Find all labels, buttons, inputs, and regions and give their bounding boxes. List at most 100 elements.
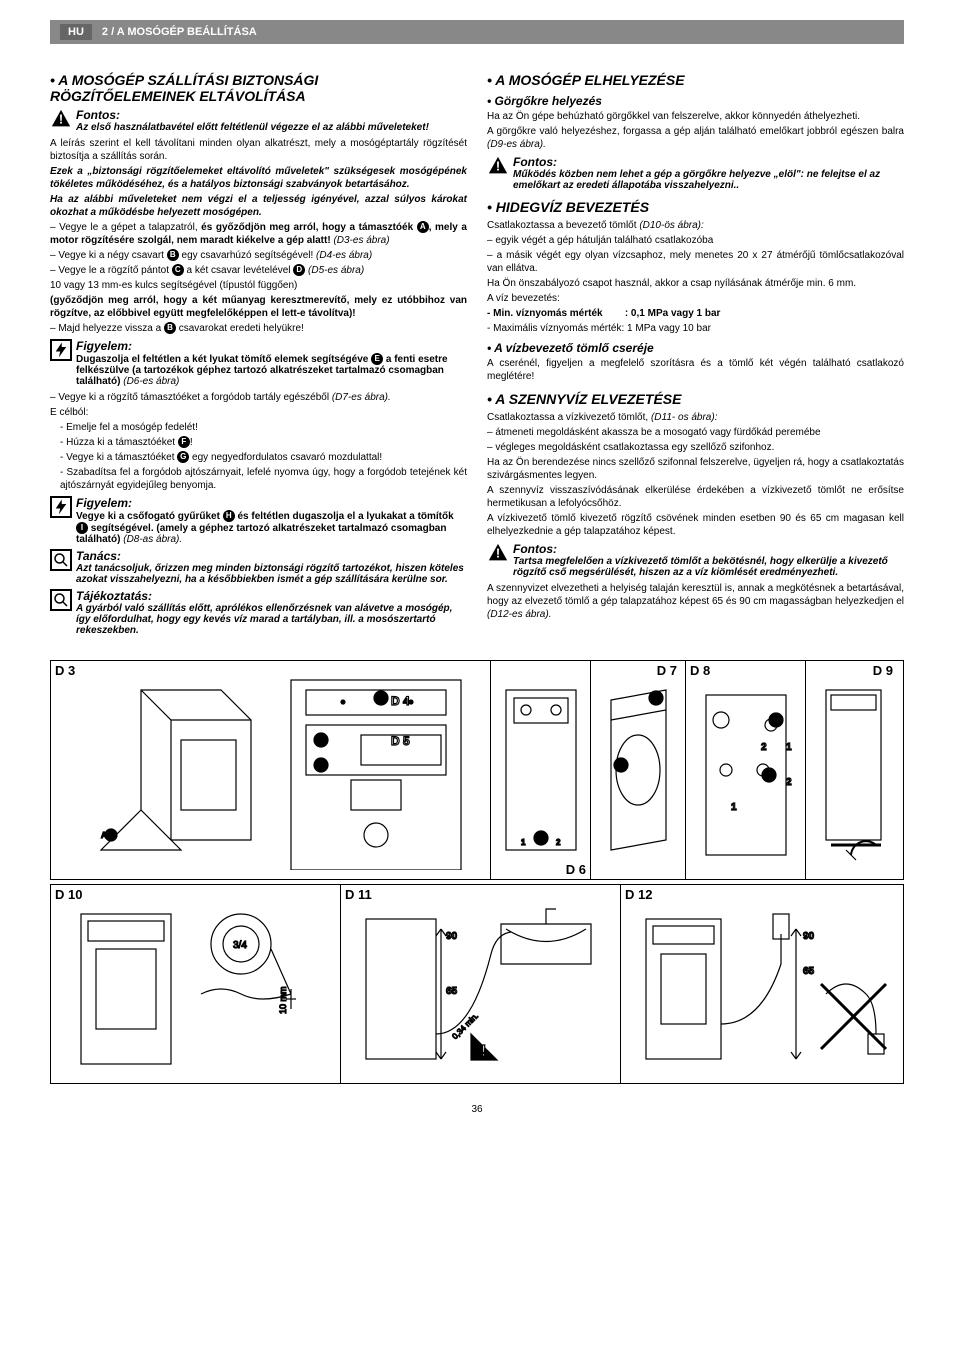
- s3-li1: – egyik végét a gép hátulján található c…: [487, 234, 904, 247]
- p3: Ha az alábbi műveleteket nem végzi el a …: [50, 193, 467, 219]
- letter-i: I: [76, 522, 88, 534]
- fontos-body: Az első használatbavétel előtt feltétlen…: [76, 122, 429, 133]
- svg-text:2: 2: [786, 777, 792, 788]
- diagram-d6: 1 2 E D 6: [491, 661, 591, 879]
- d7-label: D 7: [657, 663, 677, 678]
- header-title: 2 / A MOSÓGÉP BEÁLLÍTÁSA: [102, 26, 257, 38]
- section4-title: • A SZENNYVÍZ ELVEZETÉSE: [487, 391, 904, 407]
- fontos3-label: Fontos:: [513, 542, 557, 556]
- svg-text:!: !: [59, 112, 63, 127]
- svg-text:G: G: [617, 761, 623, 770]
- callout-fontos-2: ! Fontos: Működés közben nem lehet a gép…: [487, 155, 904, 191]
- fontos2-label: Fontos:: [513, 155, 557, 169]
- right-column: • A MOSÓGÉP ELHELYEZÉSE • Görgőkre helye…: [487, 64, 904, 640]
- s3-p2: Ha Ön önszabályozó csapot használ, akkor…: [487, 277, 904, 290]
- li2: – Vegye ki a négy csavart B egy csavarhú…: [50, 249, 467, 262]
- d6-label: D 6: [566, 862, 586, 877]
- svg-text:D: D: [318, 761, 324, 770]
- s4-p2: Ha az Ön berendezése nincs szellőző szif…: [487, 456, 904, 482]
- s3-p3: A víz bevezetés:: [487, 292, 904, 305]
- section2-title: • A MOSÓGÉP ELHELYEZÉSE: [487, 72, 904, 88]
- sub2-title: • A vízbevezető tömlő cseréje: [487, 341, 904, 355]
- d8-label: D 8: [690, 663, 710, 678]
- svg-text:1: 1: [731, 802, 737, 813]
- d10-label: D 10: [55, 887, 82, 902]
- d3-svg: A B C D D 4: [61, 670, 481, 870]
- s3-min: - Min. víznyomás mérték : 0,1 MPa vagy 1…: [487, 307, 904, 320]
- letter-d: D: [293, 264, 305, 276]
- callout-tajek: Tájékoztatás: A gyárból való szállítás e…: [50, 589, 467, 636]
- letter-g: G: [177, 451, 189, 463]
- letter-b: B: [167, 249, 179, 261]
- diagram-d8: D 8 H I 2 1 2 1: [686, 661, 806, 879]
- diagram-d7: D 7 F G: [591, 661, 686, 879]
- columns: • A MOSÓGÉP SZÁLLÍTÁSI BIZTONSÁGI RÖGZÍT…: [50, 64, 904, 640]
- svg-text:B: B: [378, 694, 384, 703]
- letter-c: C: [172, 264, 184, 276]
- svg-text:D 5: D 5: [391, 734, 410, 748]
- figyelem1-label: Figyelem:: [76, 339, 132, 353]
- svg-text:2: 2: [761, 742, 767, 753]
- d10-svg: 3/4 10 mm: [61, 894, 331, 1074]
- s3-max: - Maximális víznyomás mérték: 1 MPa vagy…: [487, 322, 904, 335]
- letter-e: E: [371, 353, 383, 365]
- s4-p5: A szennyvizet elvezetheti a helyiség tal…: [487, 582, 904, 621]
- svg-text:D 4: D 4: [391, 694, 410, 708]
- svg-text:2: 2: [556, 838, 561, 847]
- warning-icon: !: [50, 108, 72, 130]
- svg-text:A: A: [101, 831, 107, 840]
- svg-text:E: E: [538, 834, 544, 843]
- diagram-row-2: D 10 3/4 10 mm D 11: [50, 884, 904, 1084]
- li4: – Majd helyezze vissza a B csavarokat er…: [50, 322, 467, 335]
- magnifier-icon-2: [50, 589, 72, 611]
- sub-c: - Vegye ki a támasztóéket G egy negyedfo…: [50, 451, 467, 464]
- li1: – Vegye le a gépet a talapzatról, és győ…: [50, 221, 467, 247]
- letter-h: H: [223, 510, 235, 522]
- tajek-body: A gyárból való szállítás előtt, apróléko…: [76, 603, 452, 636]
- diagram-row-1: D 3 A B: [50, 660, 904, 880]
- d11-svg: 90 65 ! 0,34 min.: [351, 894, 611, 1074]
- d9-svg: [811, 670, 896, 870]
- callout-fontos-1: ! Fontos: Az első használatbavétel előtt…: [50, 108, 467, 133]
- d11-label: D 11: [345, 887, 372, 902]
- lang-badge: HU: [60, 24, 92, 40]
- p2: Ezek a „biztonsági rögzítőelemeket eltáv…: [50, 165, 467, 191]
- svg-text:3/4: 3/4: [233, 940, 247, 951]
- section3-title: • HIDEGVÍZ BEVEZETÉS: [487, 199, 904, 215]
- s4-p4: A vízkivezető tömlő kivezető rögzítő csö…: [487, 512, 904, 538]
- tajek-label: Tájékoztatás:: [76, 589, 152, 603]
- d12-svg: 90 65: [631, 894, 891, 1074]
- diagram-d9: D 9: [806, 661, 901, 879]
- svg-text:90: 90: [803, 931, 815, 942]
- sub1-p1: Ha az Ön gépe behúzható görgőkkel van fe…: [487, 110, 904, 123]
- letter-f: F: [178, 436, 190, 448]
- li3: – Vegye le a rögzítő pántot C a két csav…: [50, 264, 467, 277]
- d3-label: D 3: [55, 663, 75, 678]
- svg-text:F: F: [653, 694, 658, 703]
- lightning-icon-2: [50, 496, 72, 518]
- s3-p1: Csatlakoztassa a bevezető tömlőt (D10-ös…: [487, 219, 904, 232]
- li5-label: E célból:: [50, 406, 467, 419]
- d9-label: D 9: [873, 663, 893, 678]
- svg-text:!: !: [496, 546, 500, 561]
- sub-a: - Emelje fel a mosógép fedelét!: [50, 421, 467, 434]
- svg-text:!: !: [481, 1043, 486, 1060]
- callout-figyelem-1: Figyelem: Dugaszolja el feltétlen a két …: [50, 339, 467, 387]
- svg-text:!: !: [496, 159, 500, 174]
- svg-text:65: 65: [803, 966, 815, 977]
- svg-text:1: 1: [521, 838, 526, 847]
- callout-figyelem-2: Figyelem: Vegye ki a csőfogató gyűrűket …: [50, 496, 467, 545]
- li3-note: 10 vagy 13 mm-es kulcs segítségével (típ…: [50, 279, 467, 292]
- sub-d: - Szabadítsa fel a forgódob ajtószárnyai…: [50, 466, 467, 492]
- magnifier-icon: [50, 549, 72, 571]
- sub2-p: A cserénél, figyeljen a megfelelő szorít…: [487, 357, 904, 383]
- diagram-d12: D 12 90 65: [621, 885, 901, 1083]
- s3-li2: – a másik végét egy olyan vízcsaphoz, me…: [487, 249, 904, 275]
- tanacs-label: Tanács:: [76, 549, 121, 563]
- tanacs-body: Azt tanácsoljuk, őrizzen meg minden bizt…: [76, 563, 464, 585]
- fontos2-body: Működés közben nem lehet a gép a görgőkr…: [513, 169, 880, 191]
- diagrams: D 3 A B: [50, 660, 904, 1084]
- page: HU 2 / A MOSÓGÉP BEÁLLÍTÁSA • A MOSÓGÉP …: [0, 0, 954, 1135]
- d12-label: D 12: [625, 887, 652, 902]
- sub1-title: • Görgőkre helyezés: [487, 94, 904, 108]
